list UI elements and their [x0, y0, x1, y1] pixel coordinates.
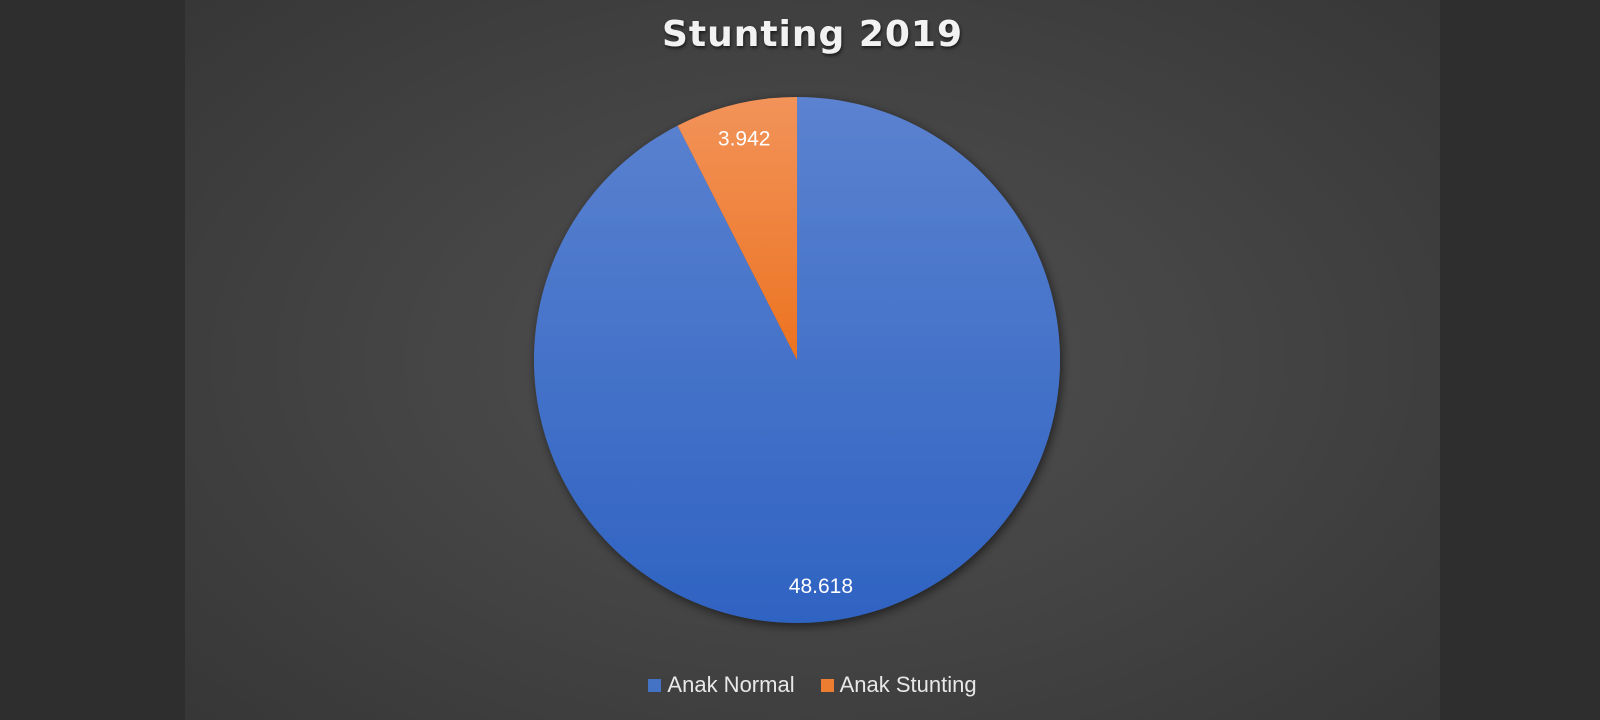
data-label-anak-normal: 48.618 [789, 575, 853, 598]
pie-chart: 48.618 3.942 [533, 97, 1060, 624]
pie-slice-anak-stunting [677, 97, 797, 360]
legend-swatch-anak-normal [648, 678, 662, 692]
pie-slice-anak-normal [533, 97, 1060, 624]
chart-title: Stunting 2019 [661, 14, 964, 55]
legend: Anak Normal Anak Stunting [185, 672, 1440, 698]
data-label-anak-stunting: 3.942 [718, 128, 771, 151]
legend-label-anak-normal: Anak Normal [667, 672, 795, 697]
legend-item-anak-normal: Anak Normal [648, 672, 795, 698]
legend-item-anak-stunting: Anak Stunting [820, 672, 977, 698]
legend-label-anak-stunting: Anak Stunting [839, 672, 977, 697]
legend-swatch-anak-stunting [820, 678, 834, 692]
chart-area: Stunting 2019 48.618 3.942 [185, 0, 1440, 720]
